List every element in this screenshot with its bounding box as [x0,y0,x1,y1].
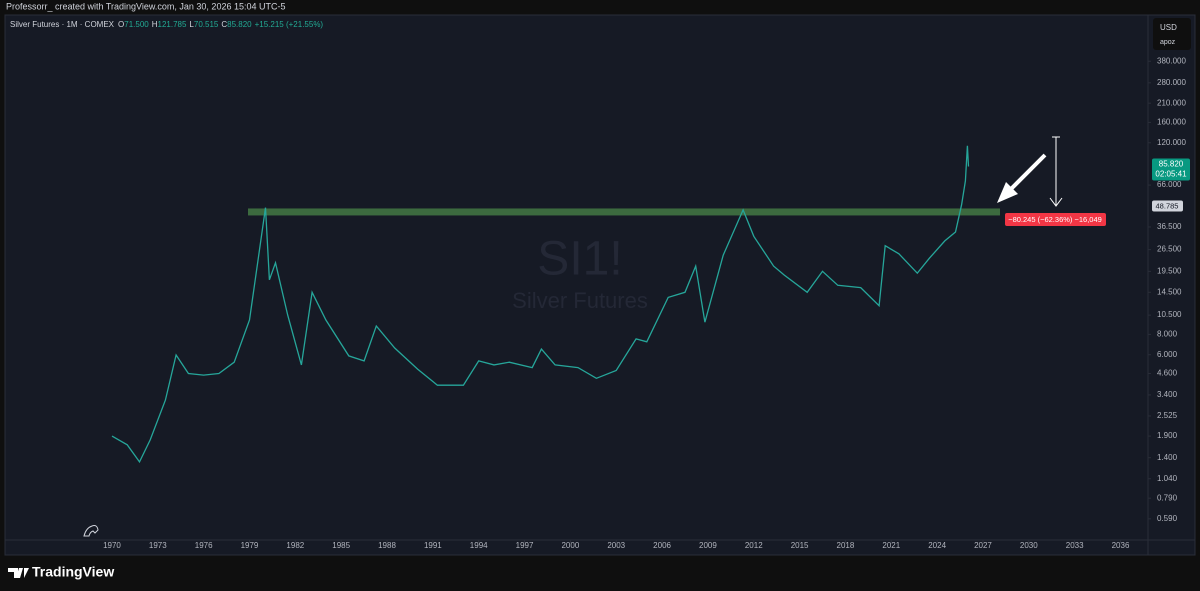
x-tick-label: 2006 [653,541,671,550]
y-tick-label: 19.500 [1157,266,1182,275]
legend: Silver Futures · 1M · COMEX O71.500 H121.7… [10,20,323,29]
ohlc-key: O [118,20,124,29]
x-tick-label: 2027 [974,541,992,550]
x-tick-label: 2015 [791,541,809,550]
y-tick-label: 0.590 [1157,514,1178,523]
ohlc-value: 71.500 [124,20,149,29]
x-tick-label: 1991 [424,541,442,550]
x-tick-label: 1997 [516,541,534,550]
y-tick-label: 380.000 [1157,56,1186,65]
measure-arrowhead [1049,197,1063,207]
brand: TradingView [32,564,114,580]
x-tick-label: 1970 [103,541,121,550]
y-tick-label: 4.600 [1157,369,1178,378]
x-tick-label: 2030 [1020,541,1038,550]
x-tick-label: 2021 [882,541,900,550]
ohlc-key: C [221,20,227,29]
y-tick-label: 14.500 [1157,287,1182,296]
y-tick-label: 210.000 [1157,98,1186,107]
change: +15.215 (+21.55%) [255,20,324,29]
ohlc-value: 121.785 [158,20,187,29]
ohlc-value: 70.515 [194,20,219,29]
x-tick-label: 1976 [195,541,213,550]
symbol: Silver Futures · 1M · COMEX [10,20,115,29]
x-tick-label: 2012 [745,541,763,550]
dino-icon[interactable] [83,525,99,537]
measure-label: −80.245 (−62.36%) −16,049 [1008,215,1102,224]
y-tick-label: 280.000 [1157,78,1186,87]
last-price-tag [1152,158,1190,181]
x-tick-label: 2024 [928,541,946,550]
support-band [248,208,1000,216]
x-tick-label: 2000 [561,541,579,550]
y-tick-label: 36.500 [1157,222,1182,231]
symbol-legend: Silver Futures · 1M · COMEX O71.500 H121.7… [10,20,323,29]
y-tick-label: 10.500 [1157,310,1182,319]
y-tick-label: 1.400 [1157,453,1178,462]
y-tick-label: 3.400 [1157,390,1178,399]
y-tick-label: 26.500 [1157,245,1182,254]
price-line-label: 48.785 [1156,201,1179,210]
y-tick-label: 6.000 [1157,350,1178,359]
y-tick-label: 160.000 [1157,118,1186,127]
x-tick-label: 1994 [470,541,488,550]
account: apoz [1160,39,1176,46]
brand-logo [8,568,29,578]
x-tick-label: 1985 [332,541,350,550]
y-tick-label: 0.790 [1157,493,1178,502]
currency: USD [1160,23,1177,32]
y-tick-label: 1.900 [1157,431,1178,440]
x-tick-label: 2009 [699,541,717,550]
y-tick-label: 8.000 [1157,329,1178,338]
watermark-name: Silver Futures [512,288,648,313]
x-tick-label: 2036 [1112,541,1130,550]
last-price-label: 85.820 [1159,160,1184,169]
x-tick-label: 1982 [286,541,304,550]
y-tick-label: 120.000 [1157,138,1186,147]
y-tick-label: 66.000 [1157,180,1182,189]
chart-bg [4,14,1196,556]
x-tick-label: 2018 [837,541,855,550]
y-tick-label: 2.525 [1157,411,1178,420]
x-tick-label: 2003 [607,541,625,550]
price-line-tag [1152,200,1183,212]
ohlc-key: H [152,20,158,29]
annotation-arrowhead [997,182,1018,203]
x-tick-label: 1979 [241,541,259,550]
credit: Professorr_ created with TradingView.com… [6,1,285,11]
x-tick-label: 2033 [1066,541,1084,550]
ohlc-key: L [189,20,194,29]
x-tick-label: 1988 [378,541,396,550]
currency-box[interactable] [1153,18,1191,50]
y-tick-label: 1.040 [1157,474,1178,483]
countdown: 02:05:41 [1155,170,1187,179]
price-line [111,145,970,464]
measure-box [1005,213,1106,226]
watermark-symbol: SI1! [537,233,622,286]
x-tick-label: 1973 [149,541,167,550]
ohlc-value: 85.820 [227,20,252,29]
